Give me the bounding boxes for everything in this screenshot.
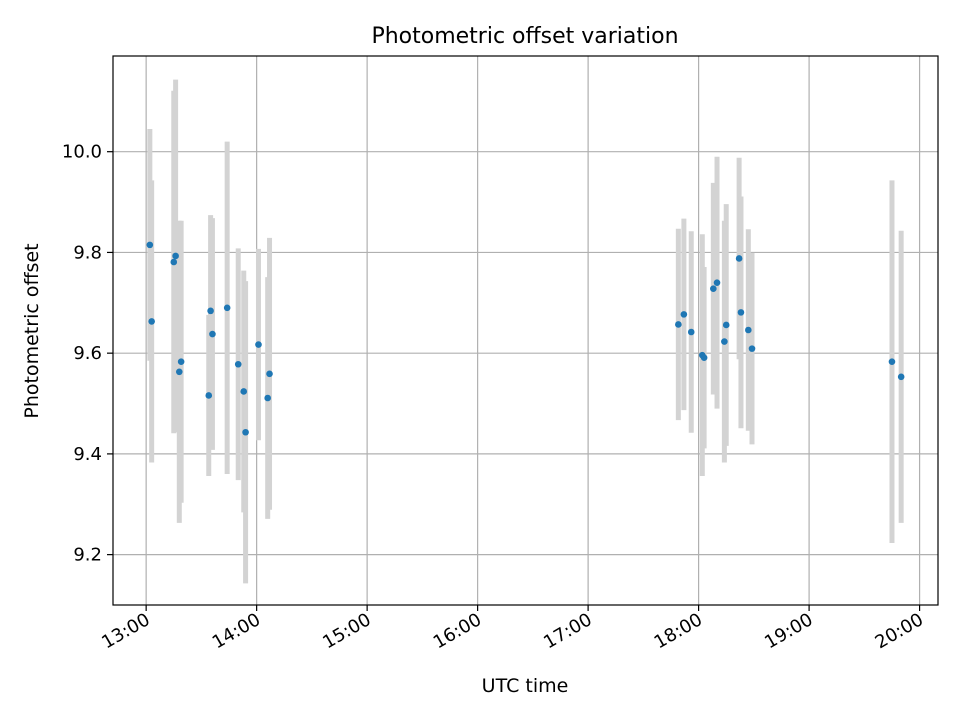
- data-point: [266, 370, 273, 378]
- data-point: [748, 345, 756, 352]
- data-point: [737, 309, 745, 316]
- x-tick-label: 14:00: [209, 609, 264, 653]
- data-point: [175, 368, 183, 376]
- data-point: [205, 392, 213, 399]
- data-point: [675, 321, 682, 328]
- x-tick-label: 20:00: [872, 609, 927, 653]
- grid: [113, 56, 938, 605]
- data-point: [209, 330, 216, 338]
- data-point: [735, 255, 743, 262]
- error-bars: [147, 79, 904, 584]
- data-point: [255, 341, 262, 348]
- x-tick-label: 17:00: [540, 609, 595, 653]
- data-point: [170, 258, 178, 266]
- data-point: [888, 358, 896, 366]
- y-tick-label: 9.6: [73, 343, 102, 364]
- chart-title: Photometric offset variation: [371, 24, 678, 49]
- data-point: [207, 307, 214, 315]
- data-point: [710, 285, 717, 292]
- data-points: [146, 241, 905, 436]
- x-tick-label: 18:00: [651, 609, 706, 653]
- data-point: [146, 241, 154, 249]
- data-point: [700, 354, 708, 361]
- x-tick-label: 16:00: [430, 609, 485, 653]
- data-point: [897, 373, 905, 381]
- data-point: [172, 252, 179, 260]
- data-point: [680, 311, 688, 318]
- y-tick-label: 9.4: [73, 444, 102, 465]
- y-tick-label: 9.2: [73, 545, 102, 566]
- data-point: [242, 428, 249, 436]
- y-tick-label: 9.8: [73, 242, 102, 263]
- data-point: [148, 318, 155, 325]
- data-point: [713, 279, 721, 286]
- x-tick-label: 13:00: [98, 609, 153, 653]
- y-axis-label: Photometric offset: [21, 243, 43, 418]
- x-axis-ticks: 13:00 14:00 15:00 16:00 17:00 18:00 19:00 20:00: [98, 605, 927, 653]
- data-point: [177, 358, 185, 366]
- data-point: [687, 328, 695, 336]
- y-tick-label: 10.0: [62, 142, 102, 163]
- data-point: [722, 321, 730, 329]
- data-point: [240, 388, 248, 395]
- x-tick-label: 15:00: [319, 609, 374, 653]
- x-axis-label: UTC time: [482, 675, 569, 697]
- data-point: [234, 360, 242, 368]
- y-axis-ticks: 9.2 9.4 9.6 9.8 10.0: [62, 142, 113, 566]
- data-point: [264, 394, 271, 402]
- plot-frame: [112, 55, 939, 606]
- x-tick-label: 19:00: [761, 609, 816, 653]
- data-point: [745, 326, 752, 334]
- data-point: [223, 304, 231, 312]
- data-point: [721, 338, 728, 345]
